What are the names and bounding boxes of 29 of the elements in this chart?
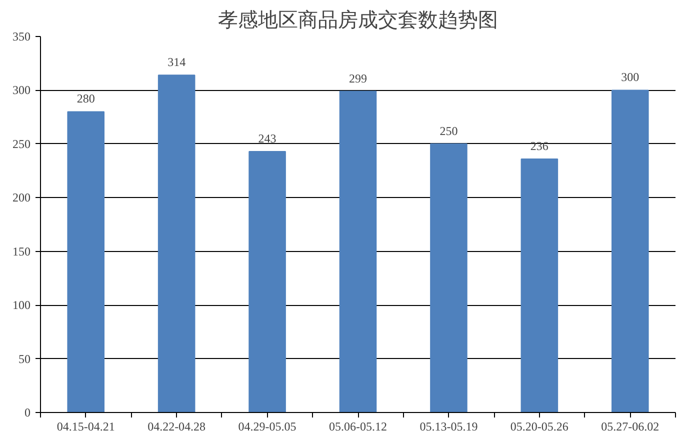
- bar: [612, 90, 649, 412]
- data-label: 280: [76, 92, 95, 106]
- bar: [248, 150, 286, 412]
- x-tick-label: 04.29-05.05: [238, 420, 296, 433]
- x-tick-label: 05.27-06.02: [601, 420, 660, 433]
- x-tick-label: 05.20-05.26: [510, 420, 568, 433]
- y-tick-label: 300: [12, 83, 30, 98]
- x-tick-label: 04.22-04.28: [148, 420, 206, 433]
- data-label: 300: [621, 70, 640, 84]
- y-tick-label: 0: [24, 406, 30, 420]
- y-tick-label: 150: [12, 244, 30, 258]
- data-label: 250: [440, 124, 458, 138]
- data-label: 314: [168, 55, 186, 70]
- bar: [339, 90, 377, 412]
- data-label: 243: [258, 131, 276, 146]
- y-tick-label: 350: [12, 30, 30, 44]
- x-tick-label: 05.13-05.19: [420, 420, 478, 433]
- x-tick-label: 04.15-04.21: [56, 420, 115, 433]
- bar: [430, 143, 468, 412]
- y-tick-label: 250: [12, 136, 30, 151]
- chart-title: 孝感地区商品房成交套数趋势图: [218, 8, 498, 32]
- data-label: 299: [349, 71, 367, 86]
- y-tick-label: 50: [18, 352, 30, 366]
- y-tick-label: 200: [12, 190, 30, 205]
- bar: [520, 158, 558, 412]
- bar: [158, 74, 196, 412]
- bar: [67, 111, 104, 412]
- x-tick-label: 05.06-05.12: [329, 420, 387, 433]
- y-tick-label: 100: [12, 298, 30, 312]
